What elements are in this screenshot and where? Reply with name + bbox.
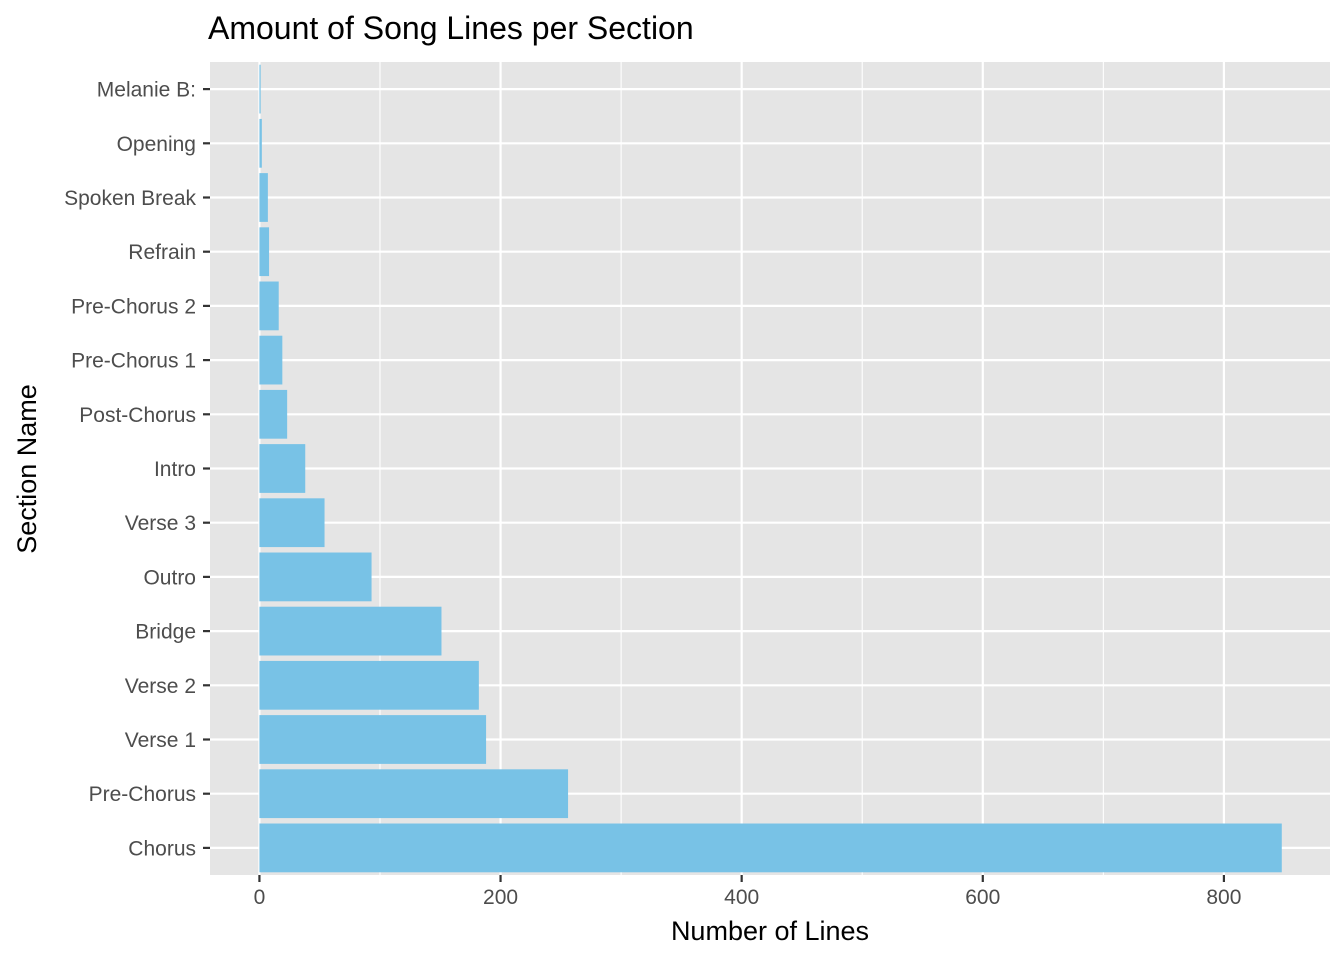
bar-spoken-break	[259, 173, 268, 222]
y-tick-label: Pre-Chorus 1	[71, 350, 196, 373]
y-tick-label: Pre-Chorus 2	[71, 295, 196, 318]
x-axis: 0 200 400 600 800	[254, 875, 1241, 909]
x-axis-title: Number of Lines	[671, 916, 869, 946]
y-tick-label: Melanie B:	[97, 79, 196, 102]
bar-pre-chorus-1	[259, 335, 283, 385]
x-tick-label: 600	[965, 886, 1000, 909]
x-tick-label: 800	[1206, 886, 1241, 909]
x-tick-label: 200	[483, 886, 518, 909]
y-axis: Chorus Pre-Chorus Verse 1 Verse 2 Bridge Outr…	[64, 79, 210, 860]
bar-verse-3	[259, 498, 325, 548]
y-tick-label: Verse 2	[125, 675, 196, 698]
bar-pre-chorus-2	[259, 281, 279, 331]
y-tick-label: Verse 3	[125, 512, 196, 535]
y-tick-label: Refrain	[128, 241, 196, 264]
bar-pre-chorus	[259, 769, 569, 819]
bar-verse-1	[259, 715, 487, 764]
bar-bridge	[259, 606, 442, 656]
y-axis-title: Section Name	[12, 384, 42, 554]
y-tick-label: Outro	[143, 566, 196, 589]
bar-post-chorus	[259, 389, 288, 439]
y-tick-label: Pre-Chorus	[89, 783, 196, 806]
y-tick-label: Bridge	[135, 621, 196, 644]
bar-refrain	[259, 227, 270, 277]
y-tick-label: Chorus	[128, 837, 196, 860]
bar-verse-2	[259, 660, 479, 710]
bar-melanie-b	[259, 64, 261, 114]
chart-title: Amount of Song Lines per Section	[208, 10, 694, 46]
x-tick-label: 0	[254, 886, 266, 909]
bar-opening	[259, 118, 262, 168]
y-tick-label: Post-Chorus	[79, 404, 196, 427]
y-tick-label: Verse 1	[125, 729, 196, 752]
bar-chorus	[259, 823, 1282, 873]
y-tick-label: Opening	[117, 133, 196, 156]
x-tick-label: 400	[724, 886, 759, 909]
bar-outro	[259, 552, 372, 602]
y-tick-label: Intro	[154, 458, 196, 481]
bar-intro	[259, 444, 306, 493]
y-tick-label: Spoken Break	[64, 187, 196, 210]
bars	[259, 64, 1282, 873]
